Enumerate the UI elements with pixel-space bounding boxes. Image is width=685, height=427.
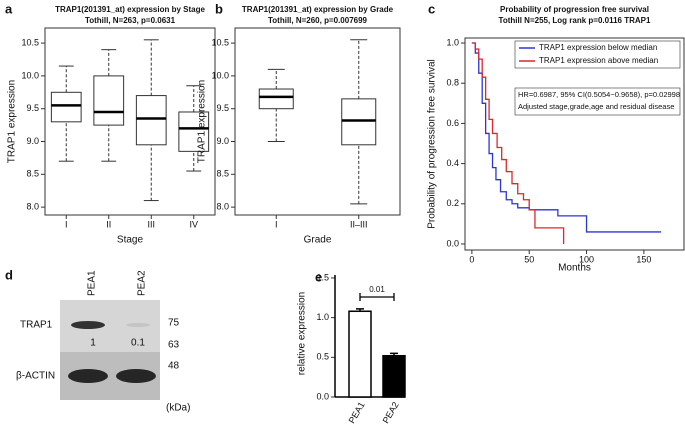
annotation: HR=0.6987, 95% CI(0.5054−0.9658), p=0.02… [518,90,680,99]
y-tick-label: 9.5 [216,103,229,113]
band [68,369,108,383]
legend-label: TRAP1 expression above median [539,56,658,65]
box [93,75,125,126]
y-axis-label: TRAP1 expression [7,80,18,163]
y-tick-label: 0.8 [446,78,459,88]
marker-label: 48 [168,361,180,372]
annotation-box [514,87,681,116]
x-tick-label: II–III [350,219,368,229]
y-tick-label: 9.0 [216,136,229,146]
chart-subtitle: Tothill, N=260, p=0.007699 [268,16,368,25]
chart-subtitle: Tothill N=255, Log rank p=0.0116 TRAP1 [499,16,651,25]
lane-label: PEA2 [137,270,148,296]
y-tick-label: 0.5 [316,352,329,362]
marker-label: 63 [168,340,180,351]
y-tick-label: 8.5 [216,169,229,179]
x-tick-label: IV [189,219,198,229]
unit-label: (kDa) [166,403,190,414]
box [50,91,82,123]
plot-frame [44,27,216,216]
y-tick-label: 0.6 [446,118,459,128]
x-tick-label: 150 [636,254,651,264]
box [341,98,377,146]
y-tick-label: 1.5 [316,272,329,282]
y-tick-label: 0.0 [316,391,329,401]
y-tick-label: 8.0 [216,202,229,212]
y-tick-label: 10.5 [211,37,229,47]
y-tick-label: 0.0 [446,238,459,248]
survival-curve [471,42,662,233]
band [116,369,156,383]
band [126,323,150,327]
survival-curve [471,42,565,244]
x-tick-label: II [106,219,111,229]
y-tick-label: 0.4 [446,158,459,168]
western-blot: d PEA1 PEA2 TRAP1 β-ACTIN 75 63 48 (kDa)… [5,267,190,413]
y-axis-label: TRAP1 expression [197,80,208,163]
x-axis-label: Grade [304,235,332,246]
panel-label: c [428,1,435,16]
x-tick-label: 100 [579,254,594,264]
x-tick-label: I [275,219,278,229]
chart-title: Probability of progression free survival [500,5,649,14]
significance-label: 0.01 [369,285,385,294]
panel-label: e [315,269,322,284]
y-tick-label: 1.0 [316,312,329,322]
bar [382,354,406,398]
box [178,111,210,152]
quantification: 0.1 [131,338,145,349]
legend-box [514,40,681,69]
y-tick-label: 0.2 [446,198,459,208]
y-tick-label: 8.0 [26,202,39,212]
band [71,321,105,329]
y-tick-label: 1.0 [446,37,459,47]
y-tick-label: 10.5 [21,37,39,47]
plot-frame [464,37,685,251]
chart-title: TRAP1(201391_at) expression by Grade [242,5,394,14]
y-axis-label: Probability of progression free survival [427,59,438,229]
panel-label: d [5,267,13,282]
y-tick-label: 9.5 [26,103,39,113]
y-tick-label: 10.0 [211,70,229,80]
protein-label: β-ACTIN [16,371,55,382]
x-tick-label: PEA1 [347,400,367,425]
chart-subtitle: Tothill, N=263, p=0.0631 [85,16,176,25]
box [258,88,294,110]
x-tick-label: I [65,219,68,229]
marker-label: 75 [168,318,180,329]
y-tick-label: 8.5 [26,169,39,179]
x-tick-label: PEA2 [381,400,401,425]
legend-label: TRAP1 expression below median [539,43,657,52]
x-axis-label: Months [558,263,591,274]
protein-label: TRAP1 [20,320,53,331]
plot-frame [234,27,401,216]
panel-label: a [5,1,13,16]
quantification: 1 [90,338,96,349]
y-tick-label: 10.0 [21,70,39,80]
y-axis-label: relative expression [297,292,308,375]
x-tick-label: 50 [524,254,534,264]
panel-label: b [215,1,223,16]
x-tick-label: 0 [469,254,474,264]
annotation: Adjusted stage,grade,age and residual di… [518,102,674,111]
x-tick-label: III [147,219,155,229]
x-axis-label: Stage [117,235,144,246]
bar [348,310,372,398]
box [135,95,167,146]
chart-title: TRAP1(201391_at) expression by Stage [55,5,205,14]
y-tick-label: 9.0 [26,136,39,146]
lane-label: PEA1 [87,270,98,296]
